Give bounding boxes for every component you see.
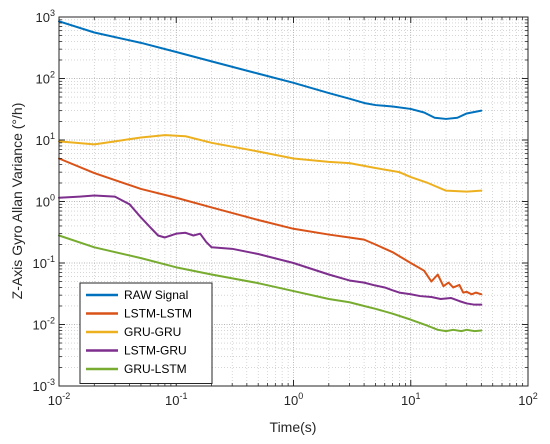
x-tick-base: 10 bbox=[518, 393, 532, 408]
x-tick-label: 101 bbox=[401, 391, 420, 408]
legend-label: LSTM-GRU bbox=[124, 344, 187, 358]
y-tick-base: 10 bbox=[36, 133, 50, 148]
legend-label: RAW Signal bbox=[124, 288, 188, 302]
x-tick-labels: 10-2 10-1 100 101 102 bbox=[48, 391, 538, 408]
y-tick-label: 10-1 bbox=[33, 254, 55, 271]
legend: RAW Signal LSTM-LSTM GRU-GRU LSTM-GRU GRU-LS… bbox=[79, 282, 213, 384]
y-tick-base: 10 bbox=[33, 256, 47, 271]
series-line-lstm-gru bbox=[58, 194, 483, 306]
y-tick-base: 10 bbox=[36, 195, 50, 210]
x-tick-label: 10-2 bbox=[48, 391, 70, 408]
x-tick-label: 102 bbox=[518, 391, 537, 408]
y-tick-label: 101 bbox=[36, 131, 55, 148]
x-tick-label: 100 bbox=[284, 391, 303, 408]
y-tick-exponent: 0 bbox=[50, 193, 55, 203]
x-tick-exponent: -1 bbox=[179, 391, 187, 401]
series-layer bbox=[58, 20, 483, 333]
y-tick-exponent: -2 bbox=[47, 316, 55, 326]
x-tick-exponent: -2 bbox=[62, 391, 70, 401]
x-tick-base: 10 bbox=[165, 393, 179, 408]
y-tick-exponent: -3 bbox=[47, 377, 55, 387]
series-line-raw-signal bbox=[58, 20, 483, 120]
tick-marks bbox=[58, 16, 529, 387]
y-tick-base: 10 bbox=[33, 379, 47, 394]
x-tick-label: 10-1 bbox=[165, 391, 187, 408]
y-tick-label: 103 bbox=[36, 8, 55, 25]
y-tick-label: 10-2 bbox=[33, 316, 55, 333]
series-line-gru-lstm bbox=[58, 234, 483, 333]
y-tick-label: 100 bbox=[36, 193, 55, 210]
y-tick-exponent: 3 bbox=[50, 8, 55, 18]
y-tick-exponent: -1 bbox=[47, 254, 55, 264]
x-tick-exponent: 0 bbox=[298, 391, 303, 401]
x-tick-base: 10 bbox=[284, 393, 298, 408]
y-tick-exponent: 2 bbox=[50, 70, 55, 80]
x-tick-exponent: 2 bbox=[533, 391, 538, 401]
x-tick-base: 10 bbox=[401, 393, 415, 408]
legend-label: GRU-LSTM bbox=[124, 362, 187, 376]
series-line-gru-gru bbox=[58, 134, 483, 193]
y-tick-base: 10 bbox=[36, 10, 50, 25]
y-tick-label: 10-3 bbox=[33, 377, 55, 394]
y-axis-label: Z-Axis Gyro Allan Variance (°/h) bbox=[9, 103, 25, 300]
series-line-lstm-lstm bbox=[58, 157, 483, 296]
legend-label: GRU-GRU bbox=[124, 325, 181, 339]
x-tick-base: 10 bbox=[48, 393, 62, 408]
y-tick-base: 10 bbox=[33, 318, 47, 333]
x-axis-label: Time(s) bbox=[270, 419, 317, 435]
y-tick-label: 102 bbox=[36, 70, 55, 87]
y-tick-exponent: 1 bbox=[50, 131, 55, 141]
y-tick-base: 10 bbox=[36, 72, 50, 87]
x-tick-exponent: 1 bbox=[415, 391, 420, 401]
legend-label: LSTM-LSTM bbox=[124, 307, 192, 321]
legend-box bbox=[79, 282, 213, 384]
